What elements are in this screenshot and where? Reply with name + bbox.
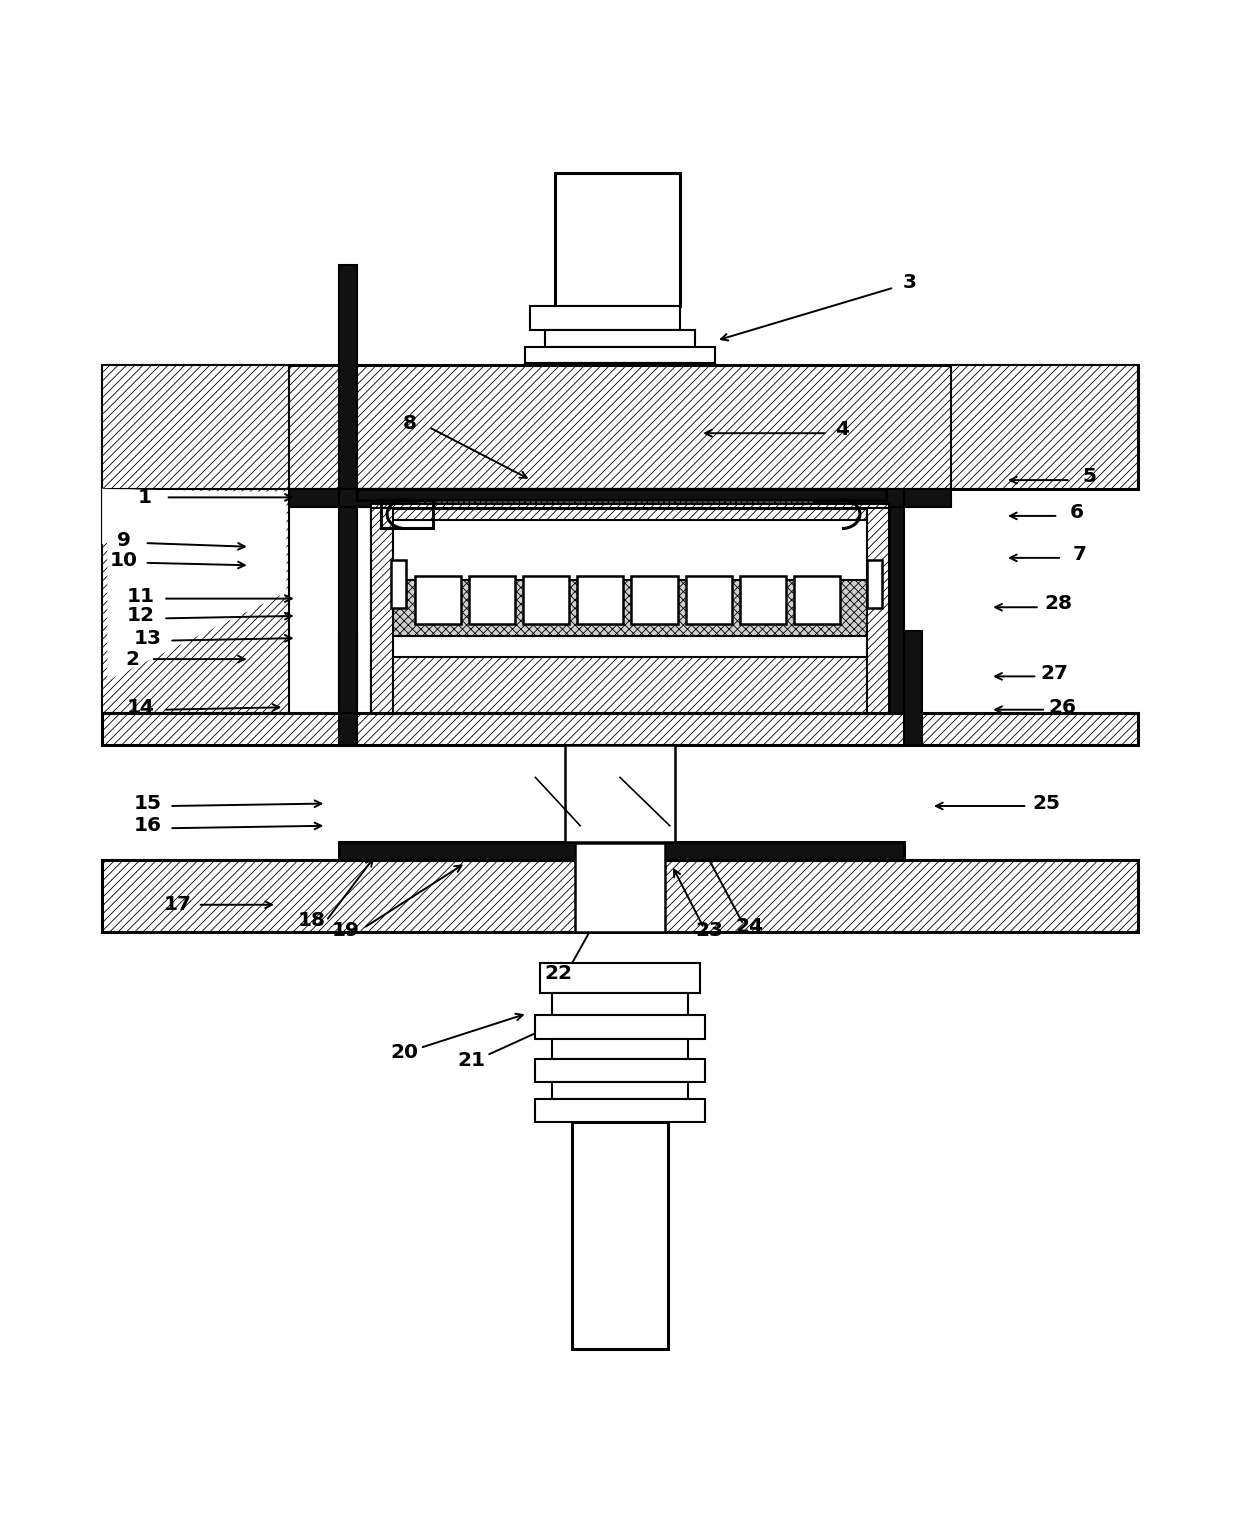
Bar	[556, 173, 680, 307]
Bar	[578, 576, 624, 624]
Bar	[391, 560, 405, 609]
Bar	[546, 331, 694, 348]
Text: 2: 2	[125, 650, 139, 668]
Bar	[371, 507, 393, 713]
Text: 28: 28	[1044, 595, 1073, 613]
Text: 10: 10	[110, 550, 138, 570]
Text: 22: 22	[544, 964, 573, 983]
Text: 17: 17	[164, 895, 192, 914]
Bar	[867, 560, 882, 609]
Bar	[340, 842, 904, 860]
Text: 18: 18	[298, 911, 325, 931]
Text: 4: 4	[836, 420, 849, 438]
Bar	[371, 503, 889, 520]
Text: 16: 16	[133, 816, 161, 835]
Bar	[541, 963, 699, 993]
Text: 8: 8	[403, 414, 417, 432]
Bar	[552, 1039, 688, 1059]
Bar	[289, 489, 951, 507]
Bar	[526, 348, 714, 363]
Bar	[103, 365, 289, 489]
Text: 25: 25	[1032, 794, 1060, 812]
Bar	[371, 507, 889, 713]
Bar	[631, 576, 677, 624]
Text: 12: 12	[126, 607, 155, 625]
Text: 19: 19	[332, 921, 360, 940]
Bar	[546, 363, 694, 365]
Bar	[340, 489, 904, 507]
Bar	[371, 656, 889, 713]
Bar	[415, 576, 461, 624]
Text: 1: 1	[138, 487, 151, 507]
Text: 14: 14	[126, 698, 155, 717]
Text: 15: 15	[133, 794, 161, 812]
Bar	[867, 507, 889, 713]
Bar	[415, 500, 815, 515]
Bar	[340, 265, 357, 489]
Bar	[536, 1099, 704, 1122]
Bar	[951, 365, 1137, 489]
Bar	[552, 1082, 688, 1099]
Bar	[357, 745, 885, 842]
Text: 3: 3	[903, 273, 918, 293]
Text: 6: 6	[1070, 503, 1084, 521]
Bar	[371, 579, 889, 636]
Bar	[523, 576, 569, 624]
Text: 13: 13	[133, 629, 161, 647]
Bar	[340, 489, 357, 713]
Bar	[794, 576, 839, 624]
Text: 9: 9	[117, 530, 130, 550]
Text: 7: 7	[1073, 544, 1086, 564]
Bar	[381, 500, 433, 527]
Bar	[469, 576, 516, 624]
Polygon shape	[103, 489, 284, 544]
Bar	[536, 1059, 704, 1082]
Text: 27: 27	[1040, 664, 1069, 684]
Bar	[740, 576, 786, 624]
Bar	[575, 843, 665, 932]
Bar	[357, 489, 885, 500]
Bar	[904, 630, 921, 745]
Bar	[103, 860, 1137, 932]
Bar	[536, 1015, 704, 1039]
Bar	[885, 489, 904, 713]
Bar	[103, 365, 1137, 489]
Bar	[565, 745, 675, 842]
Bar	[686, 576, 732, 624]
Text: 26: 26	[1048, 698, 1076, 717]
Bar	[552, 993, 688, 1015]
Bar	[103, 713, 1137, 745]
Text: 5: 5	[1083, 468, 1096, 486]
Polygon shape	[108, 492, 286, 681]
Text: 23: 23	[694, 921, 723, 940]
Text: 11: 11	[126, 587, 155, 606]
Text: 20: 20	[389, 1044, 418, 1062]
Polygon shape	[103, 489, 289, 713]
Bar	[340, 630, 357, 745]
Bar	[531, 307, 680, 331]
Bar	[357, 489, 885, 500]
Bar	[572, 1122, 668, 1349]
Text: 24: 24	[735, 917, 764, 937]
Text: 21: 21	[458, 1050, 486, 1070]
